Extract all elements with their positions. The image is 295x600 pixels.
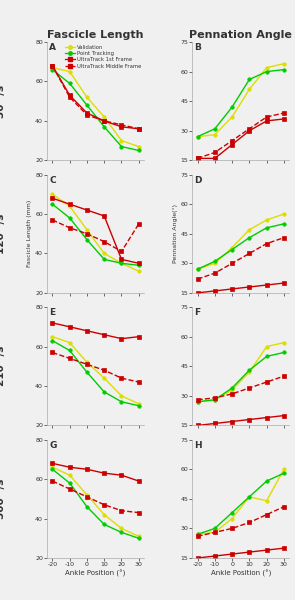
X-axis label: Ankle Position (°): Ankle Position (°) (211, 570, 271, 577)
Text: A: A (49, 43, 56, 52)
Text: D: D (194, 176, 202, 185)
Text: E: E (49, 308, 55, 317)
X-axis label: Ankle Position (°): Ankle Position (°) (65, 570, 126, 577)
Text: 120 °/s: 120 °/s (0, 214, 6, 254)
Title: Pennation Angle: Pennation Angle (189, 30, 292, 40)
Text: 30 °/s: 30 °/s (0, 85, 6, 118)
Text: H: H (194, 441, 202, 450)
Title: Fascicle Length: Fascicle Length (47, 30, 144, 40)
Text: F: F (194, 308, 200, 317)
Text: 500 °/s: 500 °/s (0, 479, 6, 519)
Text: B: B (194, 43, 201, 52)
Legend: Validation, Point Tracking, UltraTrack 1st Frame, UltraTrack Middle Frame: Validation, Point Tracking, UltraTrack 1… (65, 44, 141, 68)
Text: G: G (49, 441, 57, 450)
Text: 210 °/s: 210 °/s (0, 346, 6, 386)
Text: C: C (49, 176, 56, 185)
Y-axis label: Fascicle Length (mm): Fascicle Length (mm) (27, 200, 32, 268)
Y-axis label: Pennation Angle(°): Pennation Angle(°) (173, 204, 178, 263)
